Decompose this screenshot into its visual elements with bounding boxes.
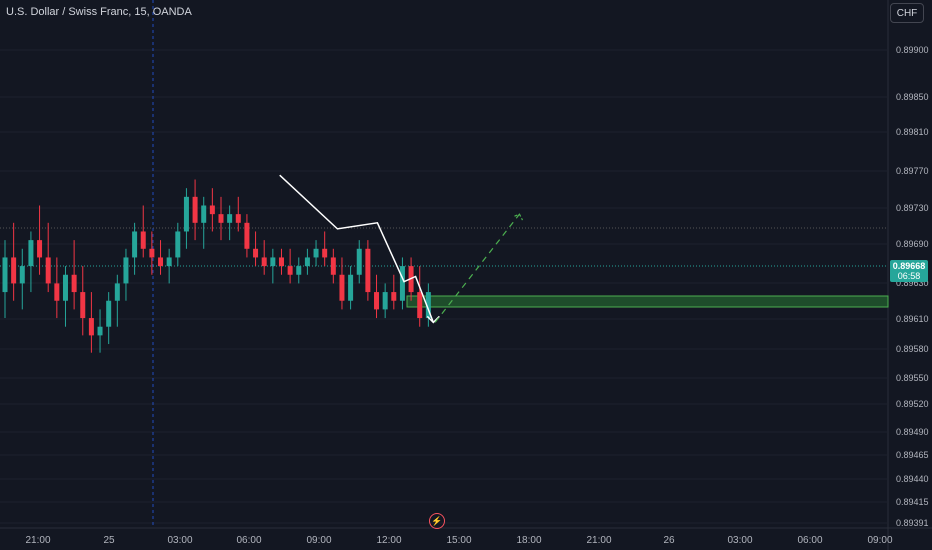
candle-body: [123, 257, 129, 284]
x-tick-label: 15:00: [446, 535, 471, 546]
candle-body: [356, 248, 362, 275]
x-tick-label: 21:00: [586, 535, 611, 546]
candle-body: [417, 292, 423, 319]
candle-body: [261, 257, 267, 267]
candle-body: [253, 248, 259, 258]
candle-body: [244, 222, 250, 249]
current-price: 0.89668: [892, 261, 926, 271]
y-tick-label: 0.89391: [896, 518, 929, 528]
symbol-title: U.S. Dollar / Swiss Franc, 15, OANDA: [6, 6, 192, 18]
y-tick-label: 0.89850: [896, 92, 929, 102]
candle-body: [287, 266, 293, 275]
candle-body: [374, 292, 380, 310]
candle-body: [399, 266, 405, 301]
path-arrowhead: [426, 315, 440, 324]
candle-body: [106, 300, 112, 327]
candle-body: [296, 266, 302, 275]
candle-body: [80, 292, 86, 319]
x-tick-label: 03:00: [727, 535, 752, 546]
y-tick-label: 0.89465: [896, 450, 929, 460]
candle-body: [11, 257, 17, 284]
candle-body: [45, 257, 51, 284]
candle-body: [28, 240, 34, 267]
candle-body: [391, 292, 397, 301]
candle-body: [235, 214, 241, 223]
candle-body: [54, 283, 60, 301]
candle-body: [270, 257, 276, 267]
y-tick-label: 0.89440: [896, 474, 929, 484]
candle-body: [330, 257, 336, 275]
y-tick-label: 0.89900: [896, 45, 929, 55]
candle-body: [425, 292, 431, 319]
drawn-price-path: [279, 174, 435, 323]
candle-body: [313, 248, 319, 258]
candle-body: [19, 266, 25, 284]
x-tick-label: 09:00: [867, 535, 892, 546]
x-tick-label: 26: [663, 535, 675, 546]
candle-body: [37, 240, 43, 258]
x-tick-label: 06:00: [236, 535, 261, 546]
candle-body: [382, 292, 388, 310]
candle-body: [132, 231, 138, 258]
candle-body: [158, 257, 164, 267]
candle-body: [166, 257, 172, 267]
x-tick-label: 18:00: [516, 535, 541, 546]
candle-body: [88, 318, 94, 336]
lightning-bolt-icon[interactable]: ⚡: [429, 513, 445, 529]
x-tick-label: 06:00: [797, 535, 822, 546]
demand-zone: [406, 295, 889, 308]
candle-body: [304, 257, 310, 267]
x-tick-label: 21:00: [25, 535, 50, 546]
candle-body: [140, 231, 146, 249]
y-tick-label: 0.89630: [896, 278, 929, 288]
candle-body: [339, 274, 345, 301]
y-tick-label: 0.89580: [896, 344, 929, 354]
currency-button[interactable]: CHF: [890, 3, 924, 23]
candle-body: [192, 196, 198, 223]
candle-body: [278, 257, 284, 267]
y-tick-label: 0.89770: [896, 166, 929, 176]
y-tick-label: 0.89690: [896, 239, 929, 249]
current-price-tag: 0.89668 06:58: [890, 260, 928, 282]
candle-body: [114, 283, 120, 301]
y-tick-label: 0.89520: [896, 399, 929, 409]
bar-countdown: 06:58: [897, 271, 921, 281]
y-tick-label: 0.89550: [896, 373, 929, 383]
candle-body: [218, 214, 224, 223]
x-tick-label: 09:00: [306, 535, 331, 546]
candle-body: [71, 274, 77, 293]
candle-body: [62, 274, 68, 301]
y-tick-label: 0.89610: [896, 314, 929, 324]
candle-body: [322, 248, 328, 258]
y-tick-label: 0.89490: [896, 427, 929, 437]
x-tick-label: 12:00: [376, 535, 401, 546]
x-tick-label: 03:00: [167, 535, 192, 546]
candle-body: [365, 248, 371, 293]
x-tick-label: 25: [103, 535, 115, 546]
projection-arrowhead: [514, 213, 524, 221]
y-tick-label: 0.89810: [896, 127, 929, 137]
y-tick-label: 0.89415: [896, 497, 929, 507]
candle-body: [201, 205, 207, 223]
candle-body: [183, 196, 189, 232]
candle-body: [149, 248, 155, 258]
candle-body: [97, 326, 103, 336]
candle-body: [209, 205, 215, 215]
candle-body: [348, 274, 354, 301]
candle-body: [2, 257, 8, 293]
candle-body: [175, 231, 181, 258]
candle-body: [227, 214, 233, 223]
y-tick-label: 0.89730: [896, 203, 929, 213]
projection-line: [434, 213, 520, 323]
